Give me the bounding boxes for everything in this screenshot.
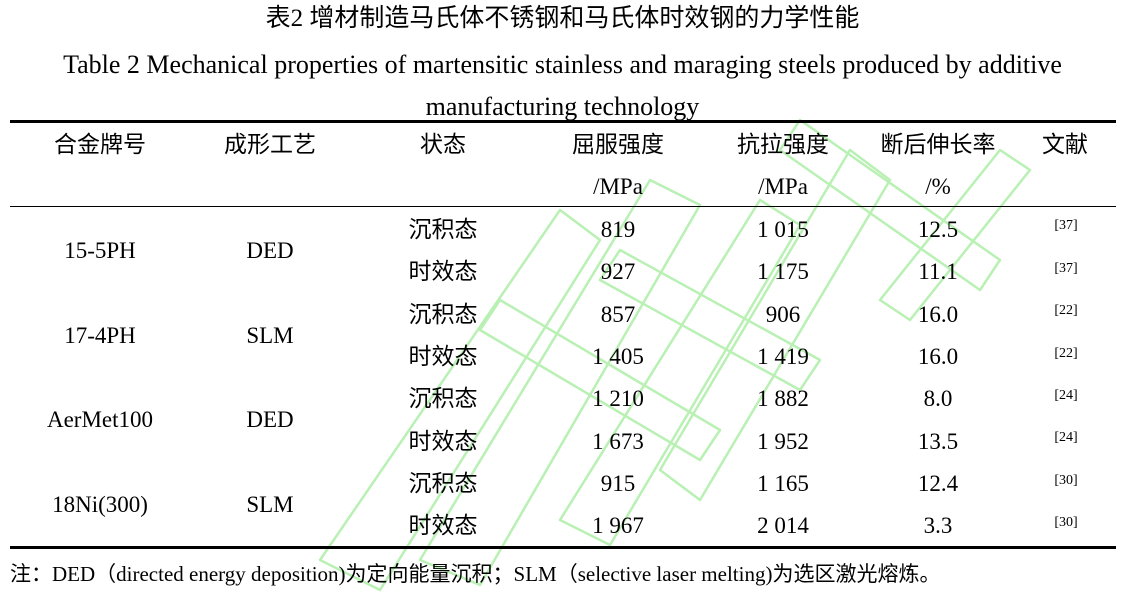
tensile-cell: 1 419 bbox=[757, 344, 809, 369]
reference-cell: [37] bbox=[1054, 218, 1078, 233]
process-cell: DED bbox=[246, 407, 294, 432]
header-alloy: 合金牌号 bbox=[54, 132, 146, 157]
reference-cell: [22] bbox=[1054, 303, 1078, 318]
elongation-cell: 16.0 bbox=[917, 344, 959, 369]
reference-cell: [22] bbox=[1054, 346, 1078, 361]
alloy-cell: 18Ni(300) bbox=[52, 492, 148, 517]
table-header-rule bbox=[10, 206, 1116, 207]
table-footnote: 注：DED（directed energy deposition)为定向能量沉积… bbox=[10, 562, 941, 586]
state-cell: 时效态 bbox=[408, 513, 478, 538]
tensile-cell: 1 175 bbox=[757, 259, 809, 284]
alloy-cell: AerMet100 bbox=[46, 407, 154, 432]
yield-cell: 915 bbox=[600, 471, 636, 496]
elongation-cell: 8.0 bbox=[923, 386, 953, 411]
process-cell: SLM bbox=[246, 492, 294, 517]
header-tensile-unit: /MPa bbox=[758, 174, 808, 199]
elongation-cell: 12.4 bbox=[917, 471, 959, 496]
header-process: 成形工艺 bbox=[224, 132, 316, 157]
yield-cell: 857 bbox=[600, 302, 636, 327]
table-title-chinese: 表2 增材制造马氏体不锈钢和马氏体时效钢的力学性能 bbox=[265, 5, 860, 32]
tensile-cell: 2 014 bbox=[757, 513, 809, 538]
header-elongation: 断后伸长率 bbox=[880, 132, 996, 157]
state-cell: 时效态 bbox=[408, 259, 478, 284]
elongation-cell: 12.5 bbox=[917, 217, 959, 242]
header-reference: 文献 bbox=[1042, 132, 1088, 157]
state-cell: 沉积态 bbox=[408, 217, 478, 242]
tensile-cell: 1 952 bbox=[757, 429, 809, 454]
elongation-cell: 13.5 bbox=[917, 429, 959, 454]
yield-cell: 927 bbox=[600, 259, 636, 284]
yield-cell: 1 210 bbox=[592, 386, 644, 411]
state-cell: 时效态 bbox=[408, 429, 478, 454]
process-cell: SLM bbox=[246, 323, 294, 348]
header-elongation-unit: /% bbox=[925, 174, 951, 199]
elongation-cell: 3.3 bbox=[923, 513, 953, 538]
tensile-cell: 1 015 bbox=[757, 217, 809, 242]
yield-cell: 1 967 bbox=[592, 513, 644, 538]
tensile-cell: 1 882 bbox=[757, 386, 809, 411]
header-state: 状态 bbox=[420, 132, 466, 157]
header-tensile-strength: 抗拉强度 bbox=[737, 132, 829, 157]
state-cell: 沉积态 bbox=[408, 386, 478, 411]
state-cell: 沉积态 bbox=[408, 471, 478, 496]
tensile-cell: 1 165 bbox=[757, 471, 809, 496]
tensile-cell: 906 bbox=[765, 302, 801, 327]
reference-cell: [24] bbox=[1054, 430, 1078, 445]
yield-cell: 1 673 bbox=[592, 429, 644, 454]
table-bottom-rule bbox=[10, 546, 1116, 549]
table-title-english: Table 2 Mechanical properties of martens… bbox=[63, 50, 1062, 121]
alloy-cell: 17-4PH bbox=[64, 323, 136, 348]
process-cell: DED bbox=[246, 238, 294, 263]
table-top-rule bbox=[10, 120, 1116, 123]
elongation-cell: 16.0 bbox=[917, 302, 959, 327]
reference-cell: [30] bbox=[1054, 515, 1078, 530]
elongation-cell: 11.1 bbox=[918, 259, 958, 284]
header-yield-unit: /MPa bbox=[593, 174, 643, 199]
yield-cell: 819 bbox=[600, 217, 636, 242]
state-cell: 沉积态 bbox=[408, 302, 478, 327]
state-cell: 时效态 bbox=[408, 344, 478, 369]
reference-cell: [30] bbox=[1054, 473, 1078, 488]
alloy-cell: 15-5PH bbox=[64, 238, 136, 263]
header-yield-strength: 屈服强度 bbox=[572, 132, 664, 157]
reference-cell: [24] bbox=[1054, 388, 1078, 403]
yield-cell: 1 405 bbox=[592, 344, 644, 369]
reference-cell: [37] bbox=[1054, 261, 1078, 276]
